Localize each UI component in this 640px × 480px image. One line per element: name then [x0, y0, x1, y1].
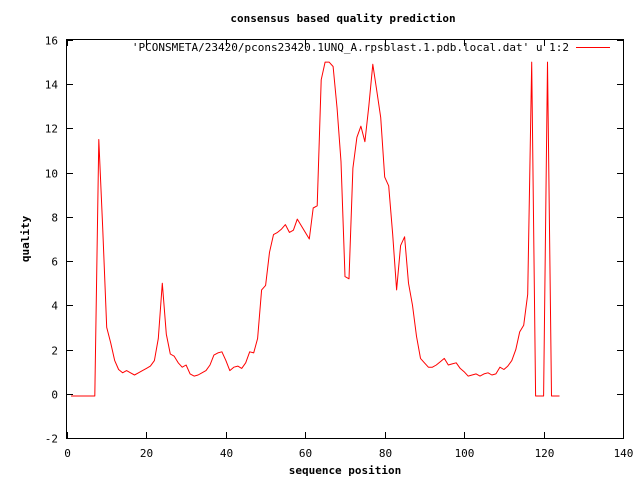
y-tick-label: 12 — [45, 123, 58, 136]
x-tick-label: 100 — [455, 447, 475, 460]
y-tick-label: 0 — [51, 389, 58, 402]
x-tick-label: 20 — [140, 447, 153, 460]
y-axis: -2 0 2 4 6 8 10 12 14 16 — [45, 35, 623, 446]
legend-label: 'PCONSMETA/23420/pcons23420.1UNQ_A.rpsbl… — [132, 41, 569, 54]
x-axis: 0 20 40 60 80 100 120 140 — [64, 40, 633, 460]
x-tick-label: 80 — [379, 447, 392, 460]
y-tick-label: 8 — [51, 212, 58, 225]
x-axis-label: sequence position — [289, 464, 402, 477]
y-tick-label: 6 — [51, 256, 58, 269]
y-tick-label: 16 — [45, 35, 58, 48]
chart-title: consensus based quality prediction — [230, 12, 455, 25]
y-tick-label: 2 — [51, 345, 58, 358]
series-line — [71, 61, 560, 397]
y-tick-label: 4 — [51, 300, 58, 313]
x-tick-label: 40 — [220, 447, 233, 460]
plot-frame — [66, 39, 624, 439]
y-tick-label: -2 — [45, 433, 58, 446]
x-tick-label: 60 — [299, 447, 312, 460]
x-tick-label: 0 — [64, 447, 71, 460]
y-tick-label: 10 — [45, 168, 58, 181]
y-tick-label: 14 — [45, 79, 59, 92]
x-tick-label: 140 — [614, 447, 634, 460]
y-axis-label: quality — [19, 215, 32, 262]
x-tick-label: 120 — [535, 447, 555, 460]
legend: 'PCONSMETA/23420/pcons23420.1UNQ_A.rpsbl… — [132, 41, 610, 54]
